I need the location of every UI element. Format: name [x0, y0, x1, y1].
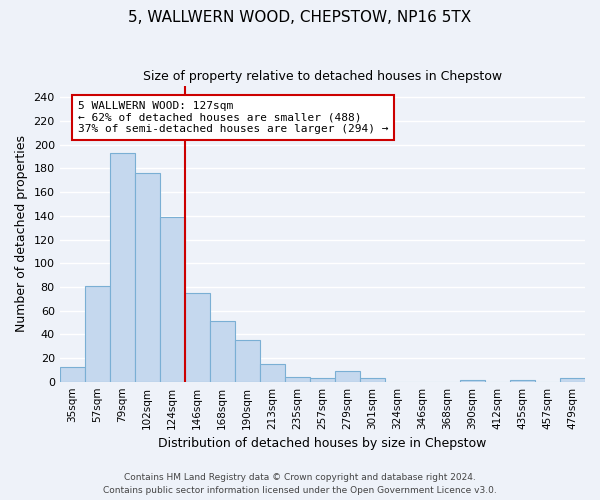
Y-axis label: Number of detached properties: Number of detached properties: [15, 135, 28, 332]
Bar: [310, 378, 335, 382]
Bar: [110, 153, 135, 382]
Bar: [135, 173, 160, 382]
Text: 5, WALLWERN WOOD, CHEPSTOW, NP16 5TX: 5, WALLWERN WOOD, CHEPSTOW, NP16 5TX: [128, 10, 472, 25]
Bar: [235, 340, 260, 382]
Bar: [210, 322, 235, 382]
Bar: [260, 364, 285, 382]
Bar: [59, 368, 85, 382]
Bar: [285, 377, 310, 382]
Bar: [460, 380, 485, 382]
Bar: [185, 293, 210, 382]
Bar: [160, 217, 185, 382]
Bar: [360, 378, 385, 382]
Bar: [510, 380, 535, 382]
Text: Contains HM Land Registry data © Crown copyright and database right 2024.
Contai: Contains HM Land Registry data © Crown c…: [103, 474, 497, 495]
Title: Size of property relative to detached houses in Chepstow: Size of property relative to detached ho…: [143, 70, 502, 83]
Bar: [85, 286, 110, 382]
Bar: [335, 371, 360, 382]
Bar: [560, 378, 585, 382]
Text: 5 WALLWERN WOOD: 127sqm
← 62% of detached houses are smaller (488)
37% of semi-d: 5 WALLWERN WOOD: 127sqm ← 62% of detache…: [77, 101, 388, 134]
X-axis label: Distribution of detached houses by size in Chepstow: Distribution of detached houses by size …: [158, 437, 487, 450]
